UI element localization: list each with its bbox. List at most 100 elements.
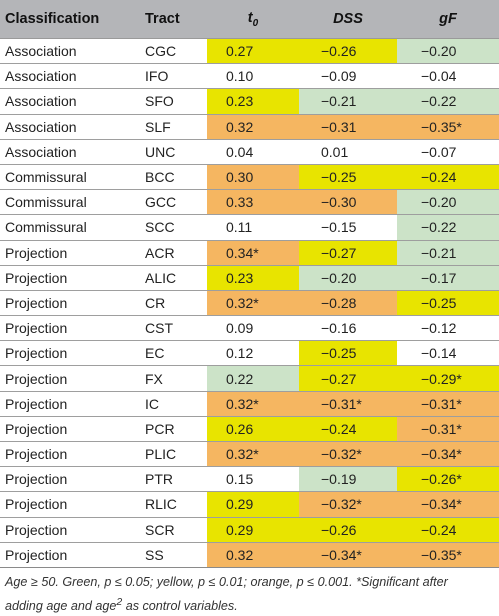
cell-gf-value: −0.07 bbox=[421, 143, 457, 160]
table-row: Projection SS 0.32 −0.34* −0.35* bbox=[0, 542, 499, 568]
cell-tract: CR bbox=[139, 290, 207, 317]
cell-classification: Commissural bbox=[0, 214, 139, 241]
cell-classification: Association bbox=[0, 139, 139, 165]
cell-tract: SLF bbox=[139, 114, 207, 140]
cell-classification: Projection bbox=[0, 265, 139, 291]
cell-t0: 0.29 bbox=[207, 517, 299, 543]
cell-t0: 0.26 bbox=[207, 416, 299, 443]
cell-classification: Projection bbox=[0, 340, 139, 367]
cell-classification: Commissural bbox=[0, 189, 139, 216]
cell-dss-value: −0.15 bbox=[321, 219, 357, 236]
cell-dss-value: −0.32* bbox=[321, 446, 362, 463]
cell-t0-value: 0.32 bbox=[226, 546, 254, 563]
cell-t0-value: 0.32* bbox=[226, 395, 259, 412]
footnote-line-2-suffix: as control variables. bbox=[122, 599, 238, 614]
cell-t0: 0.32 bbox=[207, 542, 299, 568]
cell-gf-value: −0.22 bbox=[421, 93, 457, 110]
cell-dss-value: −0.16 bbox=[321, 320, 357, 337]
cell-t0-value: 0.23 bbox=[226, 93, 254, 110]
cell-classification: Commissural bbox=[0, 164, 139, 191]
cell-gf-value: −0.29* bbox=[421, 370, 462, 387]
cell-tract: CGC bbox=[139, 38, 207, 65]
table-header: Classification Tract t0 DSS gF bbox=[0, 0, 499, 39]
cell-t0: 0.27 bbox=[207, 38, 299, 65]
cell-gf: −0.14 bbox=[397, 340, 499, 367]
cell-dss: −0.34* bbox=[299, 542, 397, 568]
cell-gf: −0.24 bbox=[397, 517, 499, 543]
footnote-line-2-prefix: adding age and age bbox=[5, 599, 117, 614]
cell-dss: −0.28 bbox=[299, 290, 397, 317]
cell-tract: BCC bbox=[139, 164, 207, 191]
cell-gf: −0.22 bbox=[397, 88, 499, 115]
cell-dss: −0.19 bbox=[299, 466, 397, 493]
cell-tract: FX bbox=[139, 365, 207, 392]
cell-gf-value: −0.25 bbox=[421, 294, 457, 311]
cell-tract: SS bbox=[139, 542, 207, 568]
cell-tract: SCC bbox=[139, 214, 207, 241]
cell-t0: 0.15 bbox=[207, 466, 299, 493]
cell-t0: 0.33 bbox=[207, 189, 299, 216]
cell-classification: Projection bbox=[0, 491, 139, 518]
cell-dss: 0.01 bbox=[299, 139, 397, 165]
cell-classification: Association bbox=[0, 38, 139, 65]
cell-gf: −0.34* bbox=[397, 491, 499, 518]
cell-tract: SFO bbox=[139, 88, 207, 115]
cell-dss-value: −0.30 bbox=[321, 194, 357, 211]
cell-t0-value: 0.29 bbox=[226, 521, 254, 538]
cell-t0-value: 0.32* bbox=[226, 294, 259, 311]
cell-gf-value: −0.24 bbox=[421, 521, 457, 538]
cell-t0: 0.04 bbox=[207, 139, 299, 165]
table-row: Association CGC 0.27 −0.26 −0.20 bbox=[0, 38, 499, 65]
cell-t0-value: 0.26 bbox=[226, 420, 254, 437]
cell-t0-value: 0.33 bbox=[226, 194, 254, 211]
cell-tract: ACR bbox=[139, 240, 207, 266]
header-gf: gF bbox=[397, 0, 499, 39]
cell-classification: Projection bbox=[0, 517, 139, 543]
cell-dss: −0.20 bbox=[299, 265, 397, 291]
cell-t0: 0.29 bbox=[207, 491, 299, 518]
table-row: Projection PLIC 0.32* −0.32* −0.34* bbox=[0, 441, 499, 468]
cell-t0-value: 0.15 bbox=[226, 471, 254, 488]
cell-gf: −0.21 bbox=[397, 240, 499, 266]
cell-dss-value: −0.09 bbox=[321, 68, 357, 85]
table-row: Association SLF 0.32 −0.31 −0.35* bbox=[0, 114, 499, 140]
table-row: Association UNC 0.04 0.01 −0.07 bbox=[0, 139, 499, 165]
table-row: Projection RLIC 0.29 −0.32* −0.34* bbox=[0, 491, 499, 518]
header-t0-subscript: 0 bbox=[252, 17, 259, 29]
cell-t0-value: 0.27 bbox=[226, 43, 254, 60]
cell-gf: −0.17 bbox=[397, 265, 499, 291]
table-row: Projection CST 0.09 −0.16 −0.12 bbox=[0, 315, 499, 342]
cell-dss: −0.16 bbox=[299, 315, 397, 342]
cell-t0-value: 0.12 bbox=[226, 345, 254, 362]
cell-gf: −0.35* bbox=[397, 542, 499, 568]
cell-classification: Projection bbox=[0, 240, 139, 266]
cell-gf-value: −0.24 bbox=[421, 169, 457, 186]
table-row: Commissural BCC 0.30 −0.25 −0.24 bbox=[0, 164, 499, 191]
cell-classification: Projection bbox=[0, 315, 139, 342]
cell-t0-value: 0.30 bbox=[226, 169, 254, 186]
cell-classification: Projection bbox=[0, 542, 139, 568]
cell-classification: Projection bbox=[0, 365, 139, 392]
cell-gf: −0.29* bbox=[397, 365, 499, 392]
footnote-line-2: adding age and age2 as control variables… bbox=[5, 592, 494, 616]
cell-gf-value: −0.14 bbox=[421, 345, 457, 362]
cell-classification: Projection bbox=[0, 290, 139, 317]
cell-dss: −0.26 bbox=[299, 38, 397, 65]
cell-t0: 0.22 bbox=[207, 365, 299, 392]
header-tract: Tract bbox=[139, 0, 207, 39]
cell-gf: −0.34* bbox=[397, 441, 499, 468]
header-t0: t0 bbox=[207, 0, 299, 39]
cell-t0: 0.23 bbox=[207, 265, 299, 291]
cell-dss-value: −0.27 bbox=[321, 370, 357, 387]
cell-dss-value: −0.19 bbox=[321, 471, 357, 488]
cell-gf-value: −0.34* bbox=[421, 446, 462, 463]
cell-t0-value: 0.32 bbox=[226, 118, 254, 135]
cell-t0-value: 0.29 bbox=[226, 496, 254, 513]
cell-gf: −0.20 bbox=[397, 189, 499, 216]
cell-dss-value: −0.25 bbox=[321, 169, 357, 186]
cell-gf-value: −0.26* bbox=[421, 471, 462, 488]
cell-dss: −0.26 bbox=[299, 517, 397, 543]
cell-classification: Association bbox=[0, 88, 139, 115]
cell-t0-value: 0.11 bbox=[226, 219, 253, 236]
